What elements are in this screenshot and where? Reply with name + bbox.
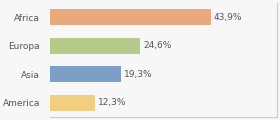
Text: 43,9%: 43,9%: [214, 13, 242, 22]
Bar: [50, 95, 95, 111]
Bar: [50, 9, 211, 25]
Bar: [50, 66, 121, 82]
Text: 19,3%: 19,3%: [123, 70, 152, 79]
Bar: [50, 38, 140, 54]
Text: 24,6%: 24,6%: [143, 41, 171, 50]
Text: 12,3%: 12,3%: [98, 98, 126, 107]
